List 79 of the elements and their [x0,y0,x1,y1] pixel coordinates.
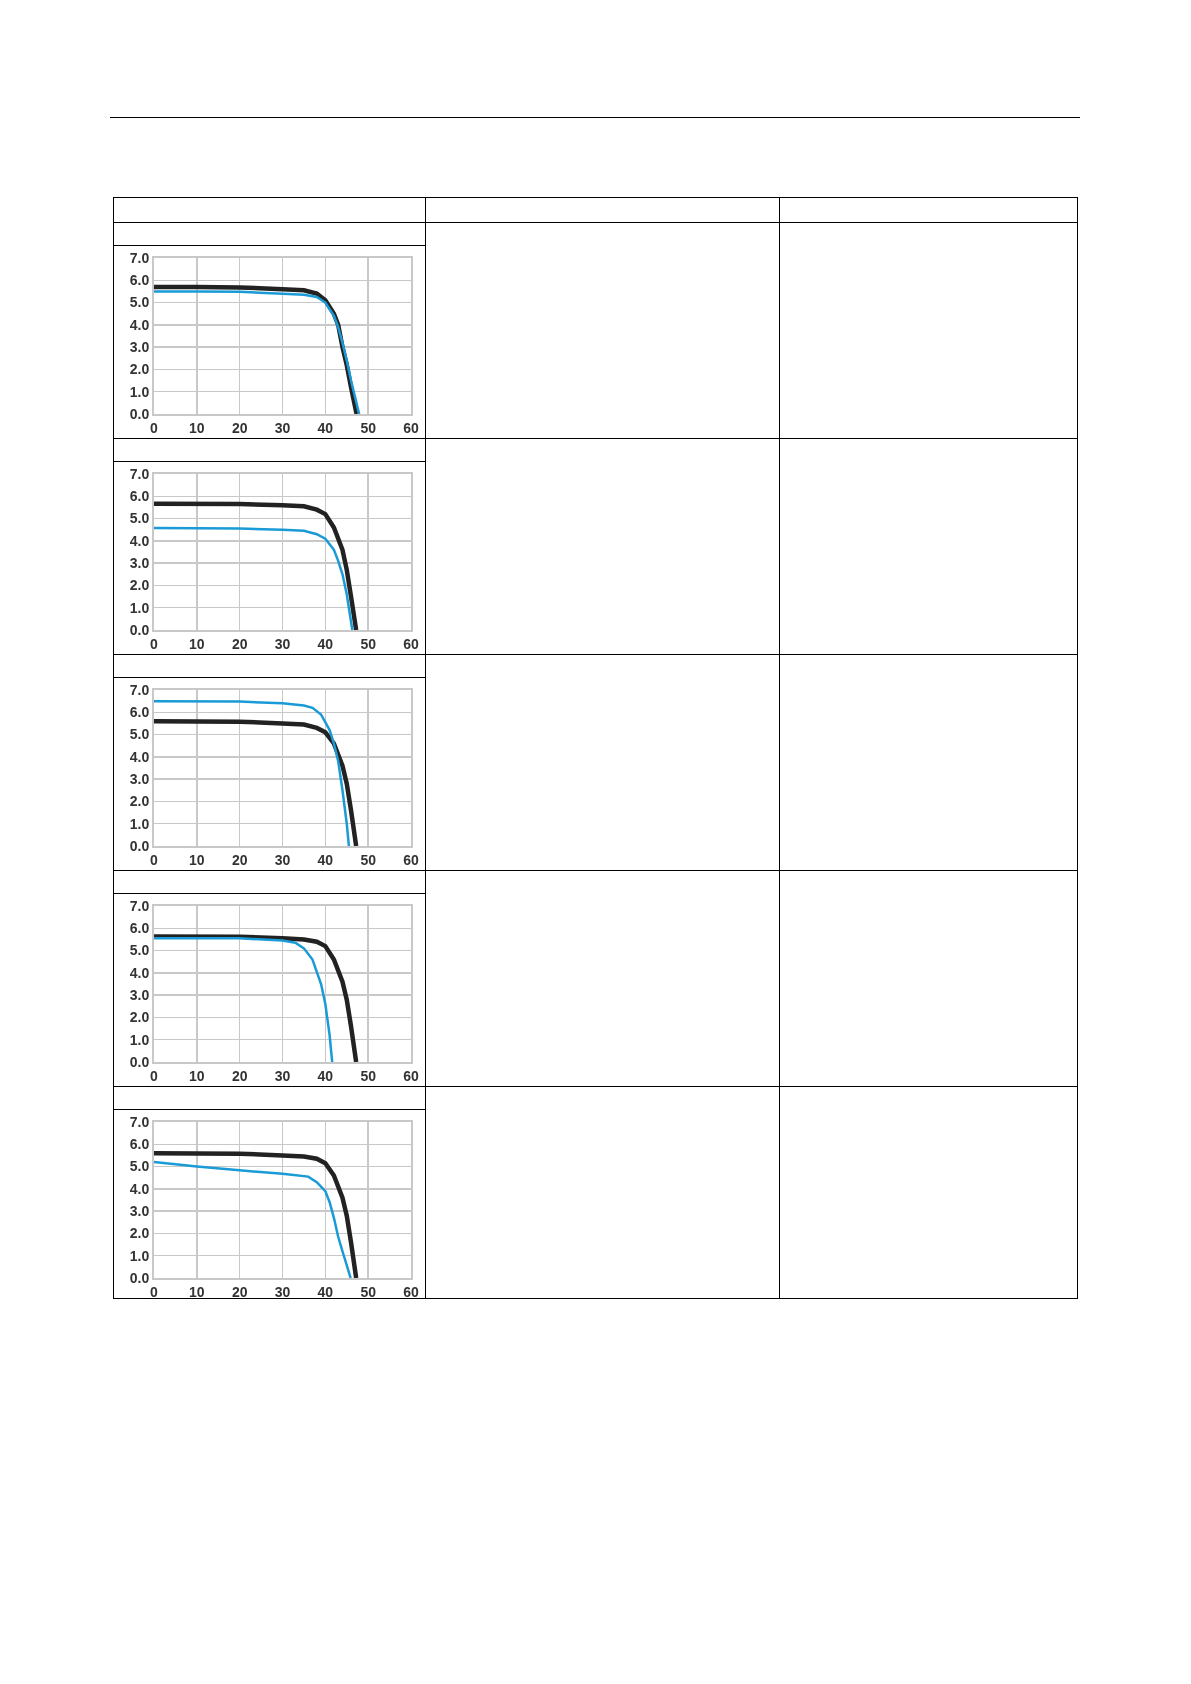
y-tick-label: 7.0 [129,249,150,266]
x-tick-label: 30 [274,635,291,652]
x-tick-label: 50 [360,851,377,868]
y-tick-label: 4.0 [129,532,150,549]
y-tick-label: 0.0 [129,837,150,854]
y-tick-label: 7.0 [129,465,150,482]
y-tick-label: 1.0 [129,599,150,616]
x-tick-label: 40 [317,635,334,652]
line-series [154,699,351,846]
y-tick-label: 7.0 [129,681,150,698]
x-tick-label: 30 [274,1283,291,1300]
y-tick-label: 6.0 [129,272,150,289]
x-tick-label: 40 [317,851,334,868]
y-tick-label: 6.0 [129,1136,150,1153]
x-tick-label: 20 [231,1283,248,1300]
x-tick-label: 50 [360,419,377,436]
y-tick-label: 3.0 [129,771,150,788]
y-tick-label: 3.0 [129,987,150,1004]
line-series [154,718,359,846]
y-tick-label: 2.0 [129,577,150,594]
y-tick-label: 6.0 [129,488,150,505]
y-tick-label: 0.0 [129,621,150,638]
x-tick-label: 50 [360,1067,377,1084]
x-tick-label: 0 [150,1283,159,1300]
x-tick-label: 40 [317,419,334,436]
x-tick-label: 60 [403,419,419,436]
x-tick-label: 20 [231,635,248,652]
y-tick-label: 1.0 [129,1247,150,1264]
y-tick-label: 1.0 [129,1031,150,1048]
x-tick-label: 30 [274,851,291,868]
y-tick-label: 5.0 [129,510,150,527]
y-tick-label: 4.0 [129,316,150,333]
y-tick-label: 3.0 [129,339,150,356]
y-tick-label: 3.0 [129,1203,150,1220]
y-tick-label: 5.0 [129,726,150,743]
x-tick-label: 10 [189,635,205,652]
y-tick-label: 7.0 [129,1113,150,1130]
x-tick-label: 20 [231,851,248,868]
x-tick-label: 50 [360,1283,377,1300]
x-tick-label: 20 [231,1067,248,1084]
x-tick-label: 40 [317,1067,334,1084]
y-tick-label: 2.0 [129,361,150,378]
y-tick-label: 1.0 [129,815,150,832]
y-tick-label: 1.0 [129,383,150,400]
y-tick-label: 6.0 [129,920,150,937]
x-tick-label: 0 [150,851,159,868]
x-tick-label: 30 [274,419,291,436]
line-series [154,526,354,630]
y-tick-label: 6.0 [129,704,150,721]
y-tick-label: 0.0 [129,1053,150,1070]
y-tick-label: 2.0 [129,793,150,810]
y-tick-label: 3.0 [129,555,150,572]
y-tick-label: 5.0 [129,294,150,311]
x-tick-label: 10 [189,419,205,436]
y-tick-label: 0.0 [129,1269,150,1286]
x-tick-label: 30 [274,1067,291,1084]
y-tick-label: 5.0 [129,1158,150,1175]
y-tick-label: 7.0 [129,897,150,914]
x-tick-label: 20 [231,419,248,436]
x-tick-label: 10 [189,851,205,868]
x-tick-label: 0 [150,635,159,652]
x-tick-label: 50 [360,635,377,652]
y-tick-label: 2.0 [129,1225,150,1242]
x-tick-label: 10 [189,1283,205,1300]
y-tick-label: 5.0 [129,942,150,959]
y-tick-label: 4.0 [129,748,150,765]
y-tick-label: 4.0 [129,1180,150,1197]
y-tick-label: 2.0 [129,1009,150,1026]
x-tick-label: 60 [403,851,419,868]
line-series [154,501,359,630]
x-tick-label: 0 [150,1067,159,1084]
x-tick-label: 60 [403,1067,419,1084]
x-tick-label: 0 [150,419,159,436]
x-tick-label: 10 [189,1067,205,1084]
x-tick-label: 40 [317,1283,334,1300]
x-tick-label: 60 [403,1283,419,1300]
y-tick-label: 4.0 [129,964,150,981]
x-tick-label: 60 [403,635,419,652]
y-tick-label: 0.0 [129,405,150,422]
